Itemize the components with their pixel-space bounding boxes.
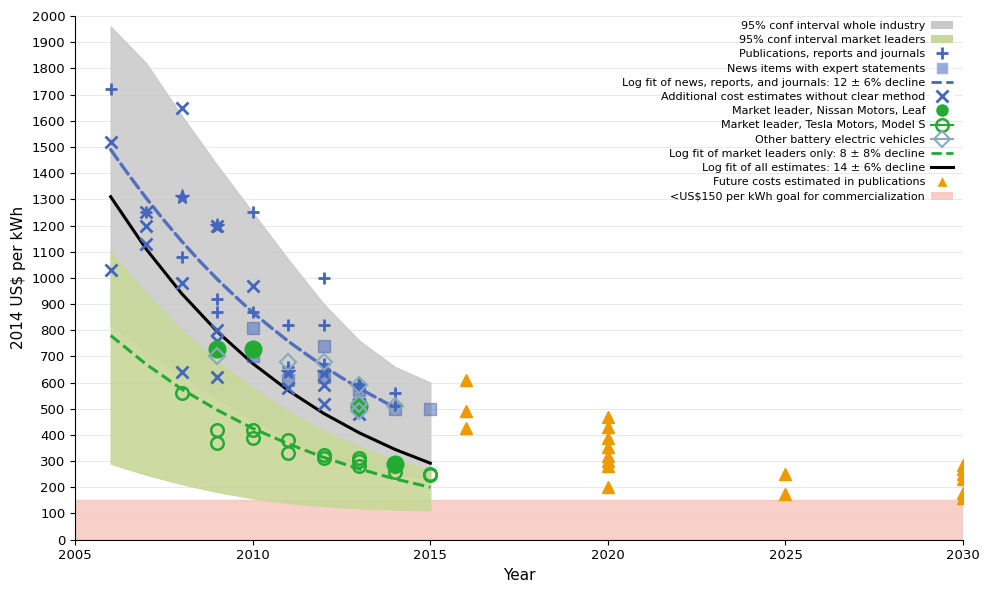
Bar xyxy=(75,500,963,539)
X-axis label: Year: Year xyxy=(502,568,535,583)
Legend: 95% conf interval whole industry, 95% conf interval market leaders, Publications: 95% conf interval whole industry, 95% co… xyxy=(617,17,957,206)
Y-axis label: 2014 US$ per kWh: 2014 US$ per kWh xyxy=(11,206,26,349)
